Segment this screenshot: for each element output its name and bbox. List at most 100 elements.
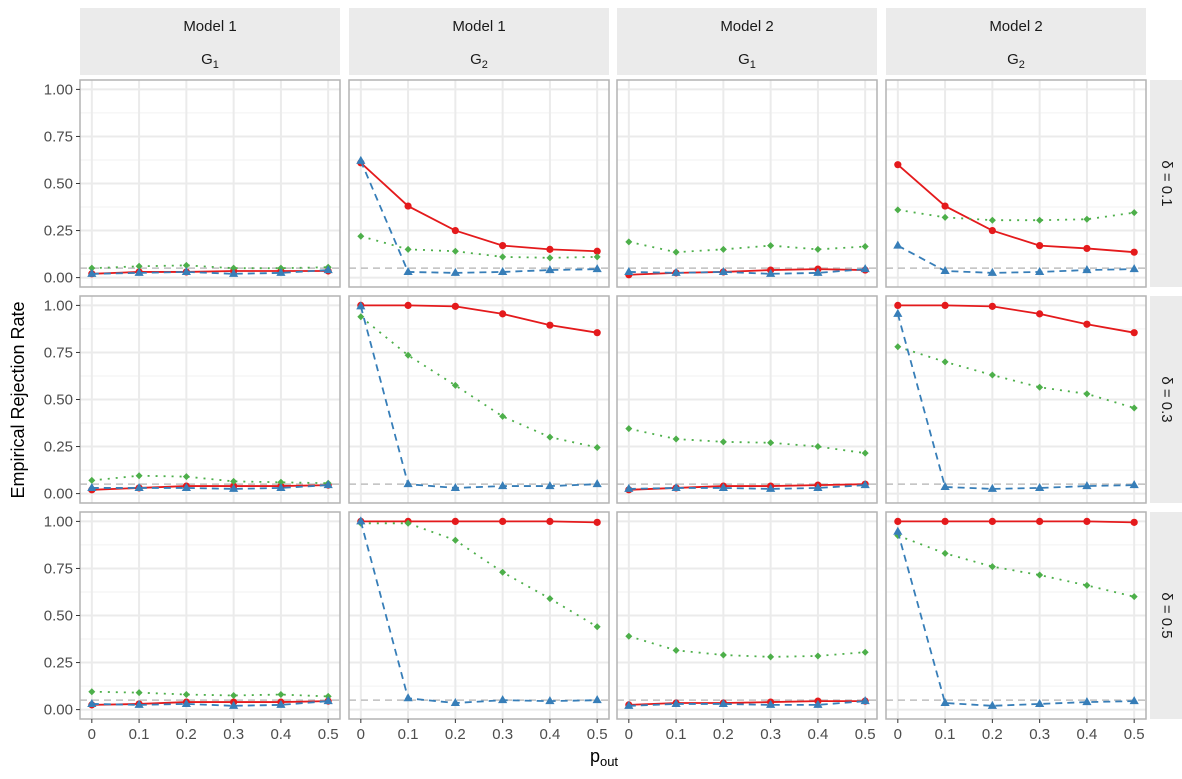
series-line xyxy=(628,427,866,455)
data-point xyxy=(1036,517,1044,526)
data-point xyxy=(593,247,601,255)
data-point xyxy=(987,700,997,709)
row-strip-label: δ = 0.1 xyxy=(1158,160,1175,206)
data-point xyxy=(593,623,601,631)
data-point xyxy=(545,265,555,274)
column-strip xyxy=(617,8,877,75)
data-point xyxy=(941,213,949,221)
data-point xyxy=(1083,390,1091,398)
data-point xyxy=(499,253,507,261)
series-line xyxy=(91,700,329,707)
data-point xyxy=(894,343,902,351)
data-point xyxy=(546,321,554,329)
panel-border xyxy=(885,511,1147,720)
data-point xyxy=(988,371,996,379)
x-tick-label: 0.5 xyxy=(1124,726,1145,743)
data-point xyxy=(1036,383,1044,391)
data-point xyxy=(87,268,97,277)
data-point xyxy=(988,302,996,310)
column-strip-model: Model 1 xyxy=(452,18,505,35)
data-point xyxy=(593,253,601,261)
data-point xyxy=(403,479,413,488)
x-tick-label: 0.5 xyxy=(587,726,608,743)
data-point xyxy=(498,481,508,490)
x-tick-label: 0.1 xyxy=(935,726,956,743)
panel xyxy=(348,511,610,720)
data-point xyxy=(671,267,681,276)
panel xyxy=(79,511,341,720)
data-point xyxy=(499,310,507,318)
data-point xyxy=(404,245,412,253)
y-tick-label: 0.25 xyxy=(44,439,73,456)
data-point xyxy=(672,646,680,654)
series-line xyxy=(360,316,598,449)
data-point xyxy=(1083,320,1091,328)
series-line xyxy=(628,700,866,706)
data-point xyxy=(277,691,285,699)
x-tick-label: 0.4 xyxy=(1076,726,1097,743)
row-strip xyxy=(1150,296,1182,503)
series-line xyxy=(360,162,598,253)
data-point xyxy=(625,238,633,246)
panel xyxy=(348,79,610,288)
data-point xyxy=(941,549,949,557)
data-point xyxy=(987,267,997,276)
data-point xyxy=(894,161,902,169)
x-tick-label: 0.1 xyxy=(398,726,419,743)
data-point xyxy=(893,240,903,249)
column-strip-group-sub: 1 xyxy=(750,59,756,71)
data-point xyxy=(87,698,97,707)
x-tick-label: 0 xyxy=(894,726,902,743)
data-point xyxy=(499,568,507,576)
series-line xyxy=(360,235,598,259)
y-axis-title: Empirical Rejection Rate xyxy=(8,301,28,498)
panel xyxy=(616,295,878,504)
data-point xyxy=(357,232,365,240)
data-point xyxy=(767,242,775,250)
data-point xyxy=(1083,244,1091,253)
series-line xyxy=(896,313,1135,490)
data-point xyxy=(718,266,728,275)
data-point xyxy=(135,262,143,270)
y-tick-label: 0.75 xyxy=(44,128,73,145)
data-point xyxy=(940,266,950,275)
x-tick-label: 0.2 xyxy=(982,726,1003,743)
data-point xyxy=(276,482,286,491)
panel xyxy=(348,295,610,504)
y-tick-label: 0.50 xyxy=(44,176,73,193)
x-tick-label: 0 xyxy=(357,726,365,743)
data-point xyxy=(941,202,949,210)
data-point xyxy=(277,478,285,486)
data-point xyxy=(672,435,680,443)
data-point xyxy=(1036,242,1044,250)
y-tick-label: 1.00 xyxy=(44,297,73,314)
data-point xyxy=(593,443,601,451)
data-point xyxy=(181,698,191,707)
data-point xyxy=(451,381,459,389)
x-tick-label: 0.3 xyxy=(492,726,513,743)
data-point xyxy=(592,479,602,488)
data-point xyxy=(813,699,823,708)
data-point xyxy=(988,563,996,571)
data-point xyxy=(988,517,996,526)
column-strip xyxy=(349,8,609,75)
column-strip-group-sub: 2 xyxy=(1019,59,1025,71)
data-point xyxy=(766,268,776,277)
data-point xyxy=(861,449,869,457)
column-strip xyxy=(886,8,1146,75)
data-point xyxy=(1130,518,1138,526)
data-point xyxy=(718,482,728,491)
data-point xyxy=(941,301,949,310)
panel xyxy=(885,79,1147,288)
data-point xyxy=(276,699,286,708)
y-tick-label: 0.25 xyxy=(44,655,73,672)
data-point xyxy=(1130,593,1138,601)
data-point xyxy=(1036,216,1044,224)
panel-border xyxy=(348,295,610,504)
data-point xyxy=(941,517,949,526)
series-line xyxy=(628,268,866,275)
data-point xyxy=(893,308,903,317)
data-point xyxy=(134,267,144,276)
data-point xyxy=(719,245,727,253)
